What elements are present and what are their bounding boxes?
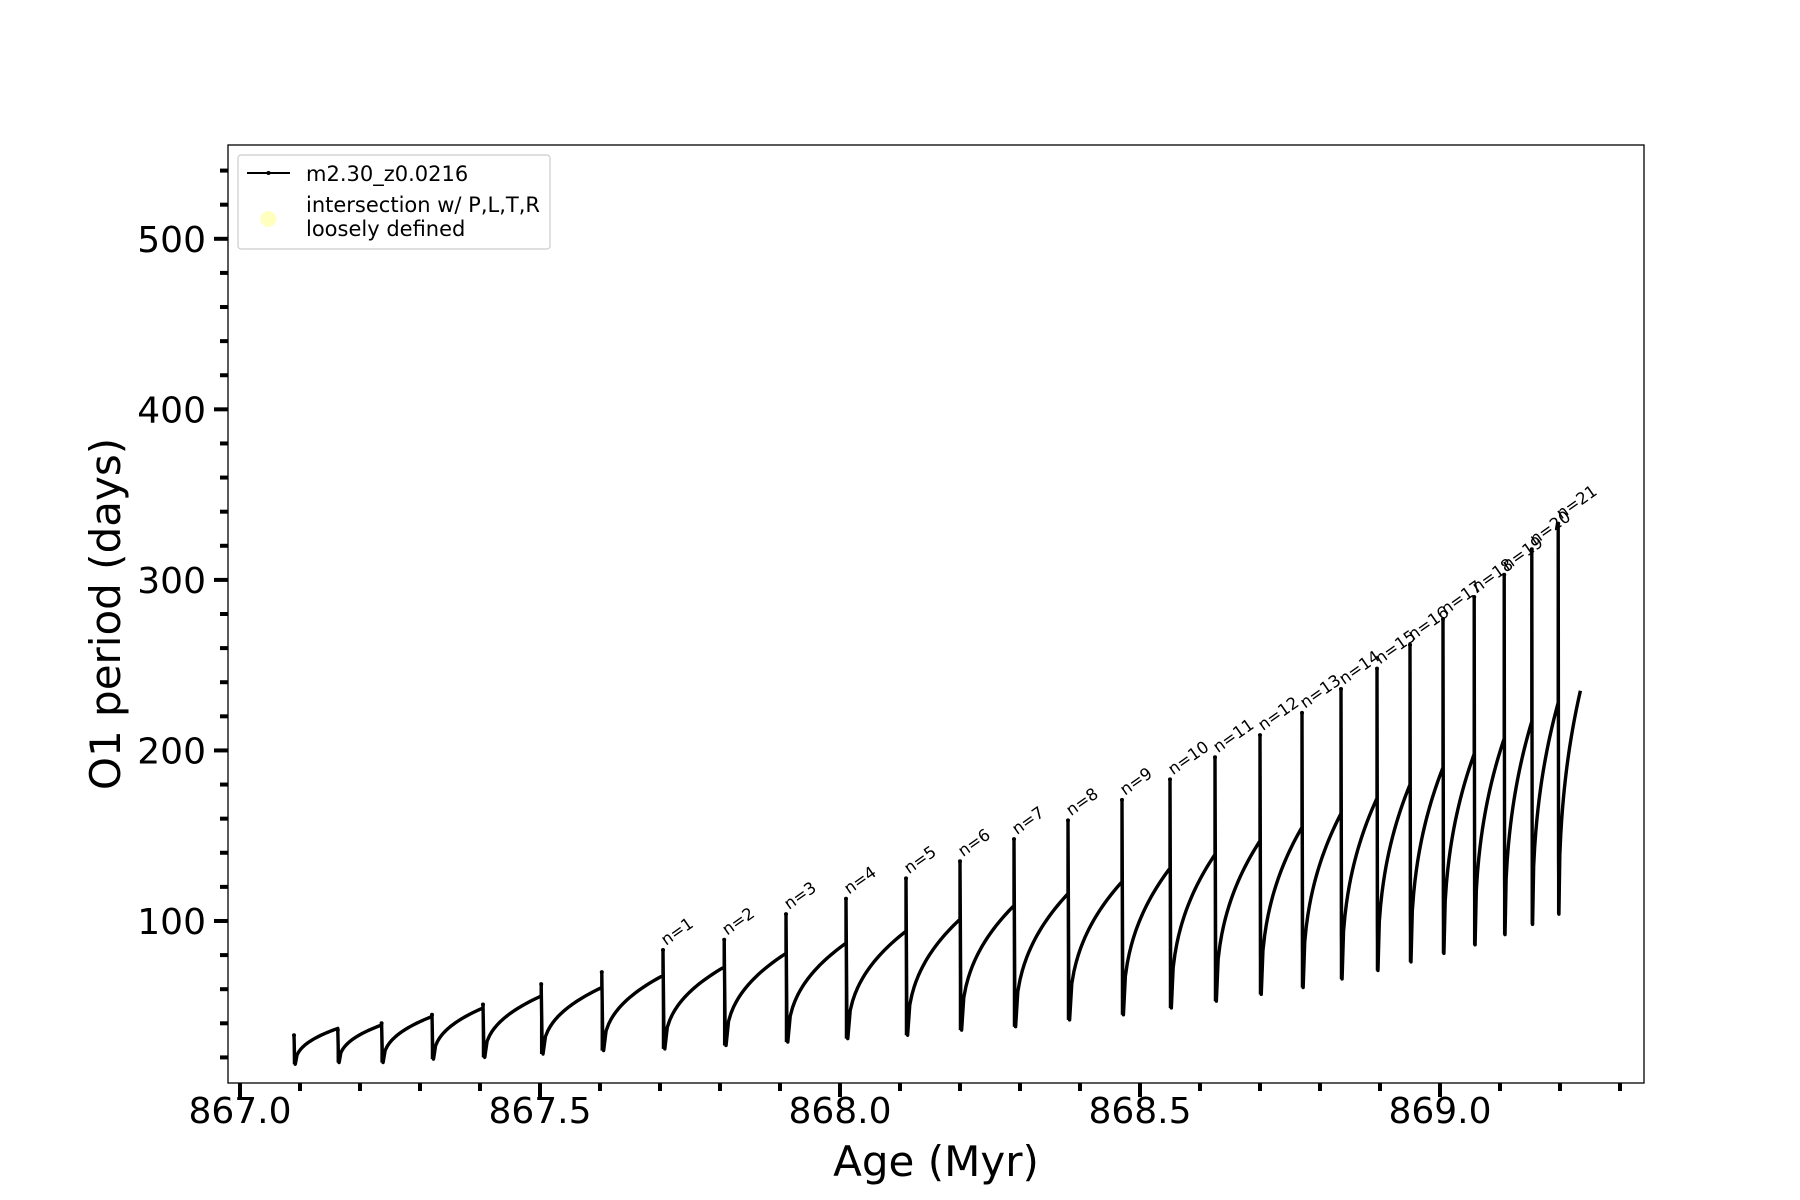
spike-point — [379, 1021, 384, 1026]
spike-point — [430, 1012, 434, 1017]
y-axis: 100 200 300 400 500 — [137, 168, 228, 1060]
x-axis: 867.0 867.5 868.0 868.5 869.0 — [188, 1083, 1622, 1132]
spike-point — [784, 912, 788, 917]
spike-point — [1168, 777, 1172, 782]
spike-point — [1375, 666, 1379, 671]
spike-point — [958, 859, 962, 864]
y-tick-label: 200 — [137, 731, 206, 772]
spike-point — [1300, 710, 1304, 715]
legend-entry-series: m2.30_z0.0216 — [306, 162, 468, 187]
legend-line-dot — [266, 171, 271, 175]
legend-entry-intersection: intersection w/ P,L,T,R loosely defined — [306, 193, 547, 241]
spike-point — [481, 1002, 485, 1007]
x-tick-label: 868.0 — [788, 1091, 891, 1132]
x-tick-label: 868.5 — [1088, 1091, 1191, 1132]
legend-circle-marker — [260, 211, 277, 227]
y-tick-label: 300 — [137, 561, 206, 602]
x-axis-label: Age (Myr) — [833, 1137, 1039, 1186]
spike-point — [1556, 521, 1561, 526]
legend-entry-intersection-line1: intersection w/ P,L,T,R — [306, 193, 540, 217]
spike-point — [1012, 837, 1016, 842]
spike-point — [1502, 572, 1507, 577]
spike-point — [1472, 594, 1477, 599]
spike-point — [1213, 755, 1217, 760]
spike-point — [1066, 818, 1070, 823]
y-tick-label: 100 — [137, 902, 206, 943]
spike-point — [292, 1033, 296, 1038]
x-tick-label: 867.0 — [188, 1091, 291, 1132]
spike-point — [1408, 642, 1412, 647]
spike-point — [1339, 687, 1343, 692]
spike-point — [1441, 617, 1445, 622]
legend-box — [237, 154, 551, 250]
spike-point — [539, 982, 544, 987]
spike-point — [904, 876, 908, 881]
spike-point — [1529, 547, 1534, 552]
spike-point — [1120, 797, 1124, 802]
spike-point — [661, 947, 665, 952]
y-tick-label: 400 — [137, 390, 206, 431]
spike-point — [335, 1028, 340, 1033]
spike-point — [844, 896, 848, 901]
legend-entry-intersection-line2: loosely defined — [306, 217, 465, 241]
y-axis-label: O1 period (days) — [81, 438, 130, 790]
spike-point — [1258, 733, 1262, 738]
x-tick-label: 867.5 — [488, 1091, 591, 1132]
x-tick-label: 869.0 — [1388, 1091, 1491, 1132]
spike-point — [722, 937, 727, 942]
spike-point — [599, 970, 604, 975]
y-tick-label: 500 — [137, 220, 206, 261]
legend: m2.30_z0.0216 intersection w/ P,L,T,R lo… — [237, 154, 551, 250]
series-layer — [292, 521, 1583, 1066]
